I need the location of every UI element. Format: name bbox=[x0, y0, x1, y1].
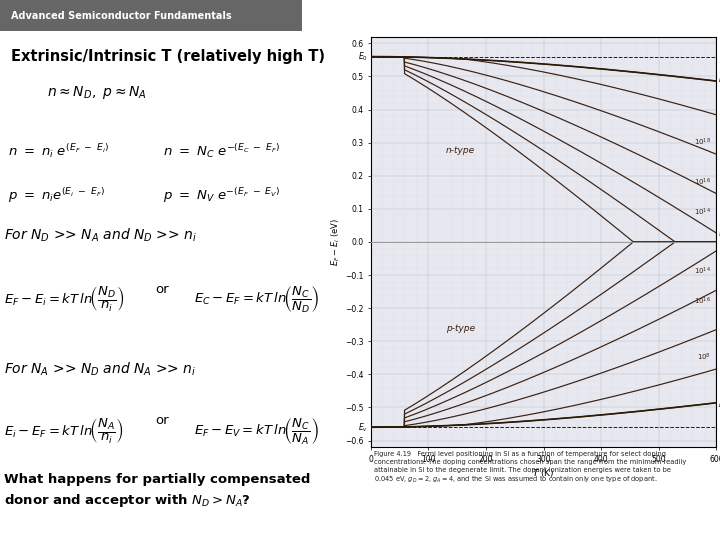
X-axis label: $T$ (K): $T$ (K) bbox=[532, 467, 555, 478]
Text: Chapter 4  Equilibrium Carrier Statistics: Chapter 4 Equilibrium Carrier Statistics bbox=[515, 11, 709, 21]
Text: $p\ =\ N_V\ e^{-(E_F\ -\ E_V)}$: $p\ =\ N_V\ e^{-(E_F\ -\ E_V)}$ bbox=[163, 186, 280, 205]
Y-axis label: $E_F - E_i$ (eV): $E_F - E_i$ (eV) bbox=[329, 218, 342, 266]
Text: $10^{16}$: $10^{16}$ bbox=[693, 296, 711, 307]
Text: $n \approx N_D,\ p \approx N_A$: $n \approx N_D,\ p \approx N_A$ bbox=[47, 84, 147, 100]
Text: $E_c$: $E_c$ bbox=[718, 73, 720, 86]
Text: $E_F - E_i = kT\!\ ln\!\left(\dfrac{N_D}{n_i}\right)$: $E_F - E_i = kT\!\ ln\!\left(\dfrac{N_D}… bbox=[4, 285, 125, 314]
Text: $E_0$: $E_0$ bbox=[358, 50, 368, 63]
Text: $E_v$: $E_v$ bbox=[718, 398, 720, 411]
Text: $E_v$: $E_v$ bbox=[358, 421, 368, 434]
Text: or: or bbox=[156, 415, 169, 428]
Text: $10^{14}$: $10^{14}$ bbox=[693, 206, 711, 218]
Text: Jung-Hee Lee @ Nitride Semiconductor Device Lab.: Jung-Hee Lee @ Nitride Semiconductor Dev… bbox=[443, 524, 709, 534]
Text: $E_i$: $E_i$ bbox=[718, 228, 720, 240]
Text: or: or bbox=[156, 282, 169, 295]
Text: Figure 4.19   Fermi level positioning in Si as a function of temperature for sel: Figure 4.19 Fermi level positioning in S… bbox=[374, 451, 686, 485]
Text: For $N_D$ >> $N_A$ and $N_D$ >> $n_i$: For $N_D$ >> $N_A$ and $N_D$ >> $n_i$ bbox=[4, 227, 197, 244]
Text: Advanced Semiconductor Fundamentals: Advanced Semiconductor Fundamentals bbox=[11, 11, 231, 21]
Text: $10^{18}$: $10^{18}$ bbox=[693, 137, 711, 148]
Text: $n\ =\ N_C\ e^{-(E_C\ -\ E_F)}$: $n\ =\ N_C\ e^{-(E_C\ -\ E_F)}$ bbox=[163, 141, 280, 160]
Text: $10^{16}$: $10^{16}$ bbox=[693, 177, 711, 188]
Text: Extrinsic/Intrinsic T (relatively high T): Extrinsic/Intrinsic T (relatively high T… bbox=[11, 49, 325, 64]
Text: $E_C - E_F = kT\!\ ln\!\left(\dfrac{N_C}{N_D}\right)$: $E_C - E_F = kT\!\ ln\!\left(\dfrac{N_C}… bbox=[194, 285, 320, 315]
Text: $10^{14}$: $10^{14}$ bbox=[693, 266, 711, 278]
Text: For $N_A$ >> $N_D$ and $N_A$ >> $n_i$: For $N_A$ >> $N_D$ and $N_A$ >> $n_i$ bbox=[4, 361, 196, 378]
Text: $10^8$: $10^8$ bbox=[697, 352, 711, 363]
Text: $E_F - E_V = kT\!\ ln\!\left(\dfrac{N_C}{N_A}\right)$: $E_F - E_V = kT\!\ ln\!\left(\dfrac{N_C}… bbox=[194, 417, 319, 447]
Text: n-type: n-type bbox=[446, 146, 474, 154]
Text: $p\ =\ n_i e^{(E_i\ -\ E_F)}$: $p\ =\ n_i e^{(E_i\ -\ E_F)}$ bbox=[8, 186, 104, 205]
Text: $E_i - E_F = kT\!\ ln\!\left(\dfrac{N_A}{n_i}\right)$: $E_i - E_F = kT\!\ ln\!\left(\dfrac{N_A}… bbox=[4, 417, 124, 445]
FancyBboxPatch shape bbox=[0, 0, 302, 31]
Text: $n\ =\ n_i\ e^{(E_F\ -\ E_i)}$: $n\ =\ n_i\ e^{(E_F\ -\ E_i)}$ bbox=[8, 141, 109, 160]
Text: p-type: p-type bbox=[446, 325, 474, 333]
Text: What happens for partially compensated
donor and acceptor with $N_D > N_A$?: What happens for partially compensated d… bbox=[4, 472, 310, 509]
